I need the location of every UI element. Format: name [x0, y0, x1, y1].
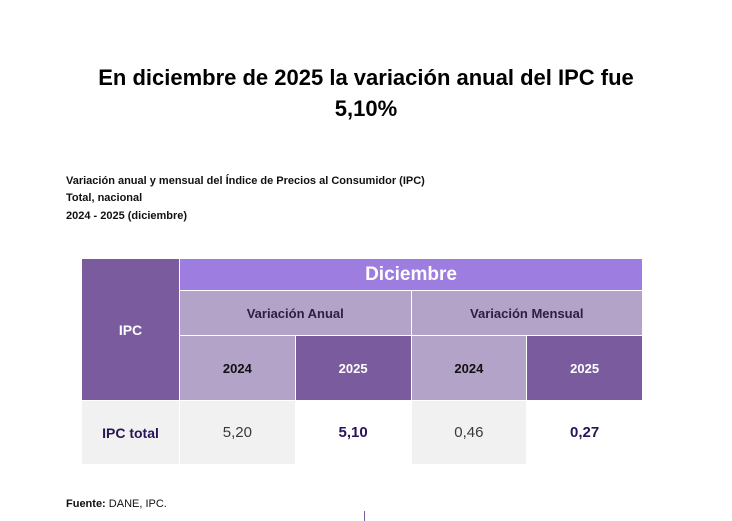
year-header-monthly-2025: 2025	[526, 335, 643, 401]
value-monthly-2025: 0,27	[526, 400, 643, 465]
row-label: IPC total	[81, 400, 180, 465]
source-label: Fuente:	[66, 498, 106, 510]
source-text: DANE, IPC.	[105, 498, 167, 510]
year-header-monthly-2024: 2024	[410, 335, 528, 401]
year-header-annual-2024: 2024	[179, 335, 296, 401]
ipc-table: IPC Diciembre Variación Anual Variación …	[81, 257, 643, 465]
value-annual-2024: 5,20	[179, 400, 296, 465]
title-line-1: En diciembre de 2025 la variación anual …	[98, 65, 634, 90]
group-header-annual: Variación Anual	[179, 290, 412, 337]
period-header: Diciembre	[179, 257, 643, 292]
table-period: 2024 - 2025 (diciembre)	[66, 210, 188, 222]
table-caption: Variación anual y mensual del Índice de …	[66, 175, 425, 187]
corner-header-ipc: IPC	[81, 258, 180, 401]
page-marker	[364, 511, 365, 521]
title-line-2: 5,10%	[334, 96, 398, 121]
source-note: Fuente: DANE, IPC.	[66, 498, 167, 510]
table-scope: Total, nacional	[66, 192, 143, 204]
year-header-annual-2025: 2025	[294, 335, 412, 401]
group-header-monthly: Variación Mensual	[410, 290, 643, 337]
value-annual-2025: 5,10	[294, 400, 412, 465]
page-title: En diciembre de 2025 la variación anual …	[40, 62, 692, 124]
table-row: IPC total 5,20 5,10 0,46 0,27	[81, 400, 643, 465]
value-monthly-2024: 0,46	[410, 400, 528, 465]
